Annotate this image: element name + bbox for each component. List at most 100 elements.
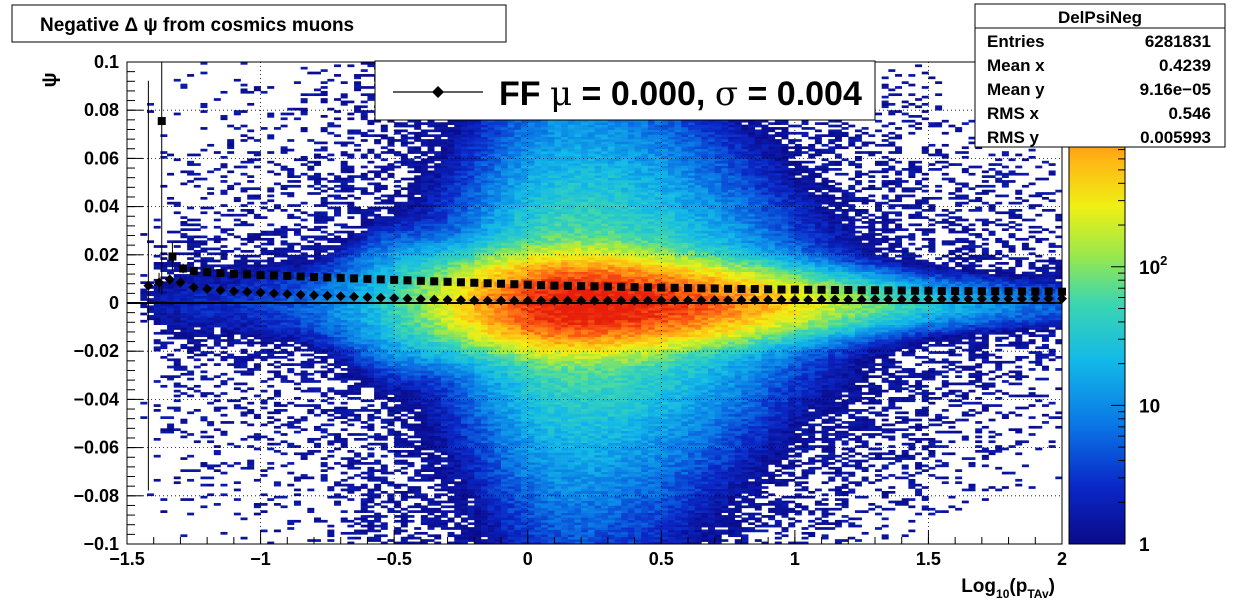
- heatmap-cell: [147, 110, 155, 113]
- heatmap-cell: [280, 278, 288, 282]
- heatmap-cell: [400, 283, 408, 287]
- heatmap-cell: [347, 189, 355, 193]
- heatmap-cell: [467, 223, 475, 227]
- heatmap-cell: [240, 319, 248, 323]
- heatmap-cell: [447, 136, 455, 140]
- heatmap-cell: [440, 450, 448, 453]
- heatmap-cell: [354, 240, 362, 244]
- heatmap-cell: [380, 252, 388, 256]
- heatmap-cell: [153, 341, 161, 345]
- heatmap-cell: [467, 500, 475, 504]
- heatmap-cell: [347, 319, 355, 323]
- heatmap-cell: [420, 409, 428, 412]
- heatmap-cell: [314, 290, 321, 294]
- heatmap-cell: [454, 512, 462, 516]
- heatmap-cell: [454, 447, 462, 451]
- heatmap-cell: [394, 368, 402, 371]
- heatmap-cell: [287, 112, 295, 116]
- heatmap-cell: [427, 257, 435, 260]
- heatmap-cell: [307, 372, 315, 376]
- heatmap-cell: [340, 389, 348, 393]
- heatmap-cell: [467, 527, 475, 530]
- heatmap-cell: [327, 413, 335, 417]
- heatmap-cell: [280, 319, 288, 323]
- heatmap-cell: [334, 117, 342, 121]
- heatmap-cell: [460, 358, 468, 362]
- heatmap-cell: [307, 264, 315, 268]
- heatmap-cell: [220, 329, 228, 333]
- heatmap-cell: [220, 249, 228, 253]
- heatmap-cell: [167, 406, 175, 410]
- heatmap-cell: [340, 141, 348, 145]
- heatmap-cell: [427, 206, 435, 210]
- heatmap-cell: [427, 201, 435, 205]
- heatmap-cell: [387, 471, 395, 475]
- heatmap-cell: [220, 433, 228, 436]
- heatmap-cell: [287, 269, 295, 272]
- heatmap-cell: [454, 315, 462, 318]
- heatmap-cell: [454, 262, 462, 265]
- heatmap-cell: [207, 317, 215, 321]
- heatmap-cell: [414, 288, 422, 292]
- heatmap-cell: [394, 211, 402, 215]
- heatmap-cell: [320, 189, 328, 193]
- heatmap-cell: [400, 213, 408, 217]
- heatmap-cell: [327, 298, 335, 301]
- heatmap-cell: [414, 196, 422, 200]
- heatmap-cell: [400, 286, 408, 289]
- heatmap-cell: [427, 141, 435, 145]
- heatmap-cell: [447, 199, 455, 203]
- heatmap-cell: [314, 437, 321, 441]
- heatmap-cell: [367, 476, 375, 480]
- heatmap-cell: [394, 490, 402, 494]
- heatmap-cell: [167, 425, 175, 429]
- heatmap-cell: [340, 440, 348, 444]
- heatmap-cell: [460, 425, 468, 429]
- heatmap-cell: [360, 165, 368, 169]
- heatmap-cell: [460, 380, 468, 383]
- heatmap-cell: [207, 278, 215, 282]
- heatmap-cell: [434, 271, 442, 275]
- heatmap-cell: [454, 172, 462, 176]
- heatmap-cell: [454, 503, 462, 506]
- heatmap-cell: [467, 271, 475, 275]
- heatmap-cell: [374, 372, 382, 376]
- heatmap-cell: [380, 437, 388, 441]
- heatmap-cell: [273, 356, 281, 359]
- heatmap-cell: [407, 124, 415, 128]
- heatmap-cell: [213, 310, 221, 313]
- heatmap-cell: [394, 237, 402, 241]
- heatmap-cell: [460, 483, 468, 487]
- heatmap-cell: [454, 343, 462, 347]
- heatmap-cell: [220, 276, 228, 280]
- heatmap-cell: [400, 307, 408, 311]
- heatmap-cell: [387, 483, 395, 487]
- heatmap-cell: [427, 454, 435, 458]
- heatmap-cell: [293, 209, 301, 212]
- heatmap-cell: [467, 466, 475, 470]
- heatmap-cell: [314, 180, 321, 183]
- heatmap-cell: [273, 127, 281, 130]
- heatmap-cell: [300, 281, 308, 285]
- heatmap-cell: [300, 322, 308, 325]
- heatmap-cell: [180, 83, 188, 87]
- heatmap-cell: [147, 493, 155, 497]
- heatmap-cell: [207, 346, 215, 350]
- heatmap-cell: [314, 148, 321, 152]
- heatmap-cell: [320, 281, 328, 285]
- heatmap-cell: [367, 283, 375, 287]
- heatmap-cell: [367, 269, 375, 272]
- heatmap-cell: [420, 295, 428, 299]
- heatmap-cell: [407, 300, 415, 304]
- heatmap-cell: [287, 370, 295, 374]
- heatmap-cell: [247, 372, 255, 376]
- heatmap-cell: [193, 295, 201, 299]
- heatmap-cell: [407, 189, 415, 193]
- heatmap-cell: [454, 329, 462, 333]
- heatmap-cell: [260, 380, 268, 383]
- heatmap-cell: [153, 245, 161, 248]
- heatmap-cell: [380, 324, 388, 328]
- heatmap-cell: [267, 262, 275, 265]
- heatmap-cell: [267, 252, 275, 256]
- heatmap-cell: [180, 418, 188, 422]
